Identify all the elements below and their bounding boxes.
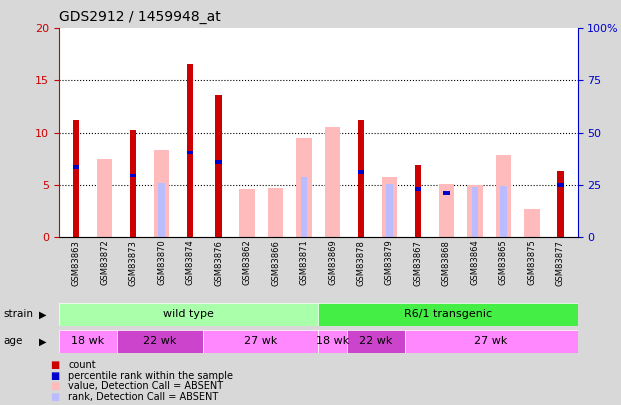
- Text: ■: ■: [50, 392, 59, 402]
- Bar: [557, 171, 564, 237]
- Bar: [347, 330, 405, 353]
- Text: rank, Detection Call = ABSENT: rank, Detection Call = ABSENT: [68, 392, 219, 402]
- Bar: [467, 185, 483, 237]
- Bar: [415, 165, 421, 237]
- Text: wild type: wild type: [163, 309, 214, 319]
- Text: count: count: [68, 360, 96, 370]
- Text: 22 wk: 22 wk: [359, 337, 392, 346]
- Bar: [358, 120, 364, 237]
- Bar: [405, 330, 578, 353]
- Text: ▶: ▶: [39, 337, 47, 346]
- Text: ■: ■: [50, 382, 59, 391]
- Text: age: age: [3, 337, 22, 346]
- Text: percentile rank within the sample: percentile rank within the sample: [68, 371, 233, 381]
- Text: value, Detection Call = ABSENT: value, Detection Call = ABSENT: [68, 382, 224, 391]
- Bar: [386, 184, 392, 237]
- Bar: [187, 64, 193, 237]
- Text: 18 wk: 18 wk: [316, 337, 349, 346]
- Bar: [296, 138, 312, 237]
- Bar: [130, 174, 136, 177]
- Text: 22 wk: 22 wk: [143, 337, 176, 346]
- Bar: [358, 171, 364, 174]
- Text: GDS2912 / 1459948_at: GDS2912 / 1459948_at: [59, 10, 220, 24]
- Bar: [318, 303, 578, 326]
- Bar: [318, 330, 347, 353]
- Bar: [97, 159, 112, 237]
- Bar: [472, 187, 478, 237]
- Text: 27 wk: 27 wk: [474, 337, 508, 346]
- Bar: [154, 150, 170, 237]
- Bar: [501, 186, 507, 237]
- Bar: [215, 95, 222, 237]
- Bar: [203, 330, 318, 353]
- Bar: [415, 187, 421, 191]
- Bar: [358, 181, 364, 237]
- Text: strain: strain: [3, 309, 33, 319]
- Bar: [438, 184, 455, 237]
- Bar: [215, 160, 222, 164]
- Bar: [187, 151, 193, 154]
- Text: ▶: ▶: [39, 309, 47, 319]
- Bar: [130, 130, 136, 237]
- Text: ■: ■: [50, 371, 59, 381]
- Bar: [496, 155, 511, 237]
- Text: R6/1 transgenic: R6/1 transgenic: [404, 309, 492, 319]
- Bar: [73, 165, 79, 169]
- Bar: [268, 188, 283, 237]
- Bar: [443, 191, 450, 195]
- Bar: [59, 303, 318, 326]
- Bar: [239, 189, 255, 237]
- Bar: [73, 120, 79, 237]
- Bar: [301, 177, 307, 237]
- Bar: [382, 177, 397, 237]
- Bar: [325, 128, 340, 237]
- Bar: [557, 188, 564, 237]
- Text: 18 wk: 18 wk: [71, 337, 104, 346]
- Bar: [557, 183, 564, 187]
- Bar: [158, 183, 165, 237]
- Bar: [117, 330, 203, 353]
- Text: 27 wk: 27 wk: [244, 337, 278, 346]
- Bar: [524, 209, 540, 237]
- Bar: [59, 330, 117, 353]
- Text: ■: ■: [50, 360, 59, 370]
